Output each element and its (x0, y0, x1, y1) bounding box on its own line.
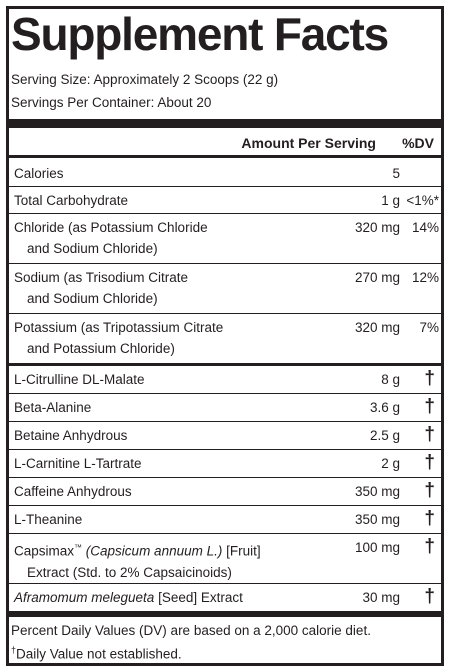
trademark-mark: ™ (74, 543, 83, 552)
table-row: Total Carbohydrate 1 g <1%* (9, 187, 441, 214)
nutrient-name: Chloride (as Potassium Chloride and Sodi… (14, 217, 208, 259)
nutrient-name: Sodium (as Trisodium Citrate and Sodium … (14, 267, 188, 309)
table-row: Aframomum melegueta [Seed] Extract 30 mg… (9, 584, 441, 612)
dagger-mark: † (424, 368, 435, 389)
row-divider (9, 213, 441, 214)
dagger-mark: † (424, 396, 435, 417)
nutrient-dv: 14% (411, 220, 439, 235)
nutrient-name-line1: Capsimax (14, 543, 75, 559)
row-divider (9, 421, 441, 422)
table-row: L-Citrulline DL-Malate 8 g † (9, 366, 441, 394)
nutrient-name: Calories (14, 166, 64, 181)
footnote-daily-value: †Daily Value not established. (11, 645, 182, 662)
row-divider (9, 313, 441, 314)
nutrient-name: L-Theanine (14, 512, 83, 527)
table-row: Caffeine Anhydrous 350 mg † (9, 478, 441, 506)
dagger-mark: † (424, 480, 435, 501)
table-row: Betaine Anhydrous 2.5 g † (9, 422, 441, 450)
nutrient-name-tail: [Seed] Extract (158, 590, 243, 605)
header-dv: %DV (402, 135, 434, 151)
thick-rule-bottom (9, 611, 441, 617)
table-row: L-Theanine 350 mg † (9, 506, 441, 534)
nutrient-amount: 8 g (381, 372, 400, 387)
supplement-facts-panel (6, 6, 444, 666)
dagger-mark: † (424, 536, 435, 557)
nutrient-name-line2: and Sodium Chloride) (27, 241, 158, 256)
nutrient-name: Total Carbohydrate (14, 193, 129, 208)
nutrient-name: Betaine Anhydrous (14, 428, 128, 443)
nutrient-name-line1: Chloride (as Potassium Chloride (14, 220, 208, 235)
row-divider (9, 583, 441, 584)
row-divider (9, 263, 441, 264)
nutrient-name-line2: Extract (Std. to 2% Capsaicinoids) (27, 564, 232, 580)
nutrient-amount: 30 mg (362, 590, 400, 605)
nutrient-name: Caffeine Anhydrous (14, 484, 132, 499)
nutrient-name-tail: [Fruit] (226, 543, 261, 559)
panel-title: Supplement Facts (11, 8, 389, 60)
thick-rule-top (9, 119, 441, 128)
nutrient-name-line2: and Sodium Chloride) (27, 291, 158, 306)
footnote-daily-value-text: Daily Value not established. (16, 646, 182, 662)
dagger-mark: † (424, 424, 435, 445)
row-divider (9, 505, 441, 506)
nutrient-name: L-Citrulline DL-Malate (14, 372, 145, 387)
row-divider (9, 186, 441, 187)
header-amount: Amount Per Serving (241, 135, 376, 151)
table-row: Sodium (as Trisodium Citrate and Sodium … (9, 264, 441, 314)
nutrient-name-line2: and Potassium Chloride) (27, 341, 175, 356)
table-row: Chloride (as Potassium Chloride and Sodi… (9, 214, 441, 264)
table-row: Potassium (as Tripotassium Citrate and P… (9, 314, 441, 364)
nutrient-amount: 2 g (381, 456, 400, 471)
nutrient-name: Capsimax™ (Capsicum annuum L.) [Fruit] E… (14, 537, 261, 583)
thick-rule-mid (9, 363, 441, 366)
row-divider (9, 449, 441, 450)
nutrient-amount: 1 g (381, 193, 400, 208)
nutrient-dv: 7% (419, 320, 439, 335)
table-row: Capsimax™ (Capsicum annuum L.) [Fruit] E… (9, 534, 441, 584)
nutrient-amount: 350 mg (354, 484, 400, 499)
nutrient-name: Potassium (as Tripotassium Citrate and P… (14, 317, 223, 359)
nutrient-name-line1: Potassium (as Tripotassium Citrate (14, 320, 224, 335)
table-row: Calories 5 (9, 160, 441, 187)
serving-size: Serving Size: Approximately 2 Scoops (22… (11, 72, 279, 87)
footnote-dv: Percent Daily Values (DV) are based on a… (11, 623, 371, 638)
nutrient-name-italic: (Capsicum annuum L.) (85, 543, 223, 559)
nutrient-dv: 12% (411, 270, 439, 285)
row-divider (9, 393, 441, 394)
nutrient-name-line1: Sodium (as Trisodium Citrate (14, 270, 189, 285)
nutrient-amount: 5 (392, 166, 400, 181)
nutrient-amount: 2.5 g (369, 428, 400, 443)
dagger-mark: † (424, 452, 435, 473)
nutrient-amount: 350 mg (354, 512, 400, 527)
table-row: Beta-Alanine 3.6 g † (9, 394, 441, 422)
thick-rule-header (9, 155, 441, 158)
nutrient-amount: 320 mg (354, 320, 400, 335)
nutrient-table: Calories 5 Total Carbohydrate 1 g <1%* C… (9, 158, 441, 672)
nutrient-amount: 3.6 g (369, 400, 400, 415)
table-row: L-Carnitine L-Tartrate 2 g † (9, 450, 441, 478)
row-divider (9, 533, 441, 534)
nutrient-name: Aframomum melegueta [Seed] Extract (14, 587, 243, 608)
servings-per-container: Servings Per Container: About 20 (11, 95, 212, 110)
row-divider (9, 477, 441, 478)
nutrient-name-italic: Aframomum melegueta (14, 590, 155, 605)
footnote-dagger: † (11, 645, 17, 655)
nutrient-amount: 100 mg (354, 540, 400, 555)
nutrient-name: Beta-Alanine (14, 400, 92, 415)
nutrient-name: L-Carnitine L-Tartrate (14, 456, 142, 471)
dagger-mark: † (424, 508, 435, 529)
dagger-mark: † (424, 586, 435, 607)
nutrient-dv: <1%* (406, 193, 439, 208)
nutrient-amount: 270 mg (354, 270, 400, 285)
nutrient-amount: 320 mg (354, 220, 400, 235)
